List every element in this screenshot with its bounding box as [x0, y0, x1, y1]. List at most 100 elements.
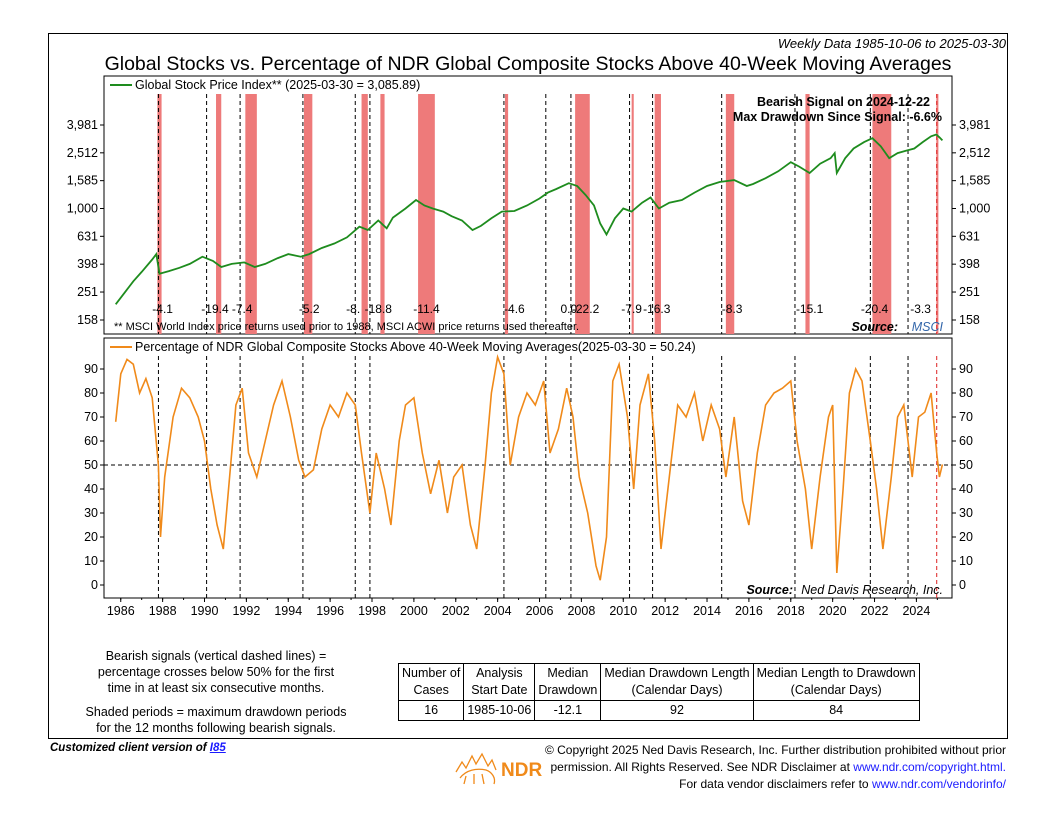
x-tick-label: 2010 [609, 604, 637, 618]
stats-cell-start-date: 1985-10-06 [463, 700, 536, 721]
stats-cell-drawdown-length: 92 [600, 700, 754, 721]
price-ytick-label-right: 3,981 [959, 118, 990, 132]
drawdown-label: -22.2 [572, 302, 600, 316]
breadth-ytick-label-right: 10 [959, 554, 973, 568]
chart-title: Global Stocks vs. Percentage of NDR Glob… [104, 53, 952, 75]
breadth-ytick-label-right: 40 [959, 482, 973, 496]
stats-cell-cases: 16 [397, 700, 465, 721]
chart-frame [48, 33, 1008, 739]
drawdown-label: -18.8 [365, 302, 393, 316]
x-tick-label: 1990 [191, 604, 219, 618]
breadth-ytick-label-left: 70 [84, 410, 98, 424]
price-series-line [114, 133, 944, 305]
drawdown-shade [418, 94, 435, 334]
copyright-line: permission. All Rights Reserved. See NDR… [550, 760, 1007, 774]
drawdown-label: -8. [346, 302, 360, 316]
drawdown-shade [504, 94, 509, 334]
drawdown-shade [380, 94, 385, 334]
stats-data-row: 16 1985-10-06 -12.1 92 84 [397, 700, 920, 721]
price-ytick-label-right: 158 [959, 313, 980, 327]
price-panel-border [103, 75, 953, 335]
price-ytick-label-left: 1,000 [67, 201, 98, 215]
breadth-ytick-label-left: 80 [84, 386, 98, 400]
x-tick-label: 2004 [484, 604, 512, 618]
customized-prefix: Customized client version of [50, 742, 207, 754]
x-tick-label: 2022 [861, 604, 889, 618]
price-footnote: ** MSCI World Index price returns used p… [114, 321, 579, 333]
drawdown-label: -16.3 [643, 302, 671, 316]
price-ytick-label-left: 398 [77, 257, 98, 271]
ndr-bull-icon [455, 752, 497, 785]
bearish-annotation-line: Bearish Signal on 2024-12-22 [757, 95, 930, 109]
stats-header-cell: Median Drawdown [534, 663, 602, 701]
breadth-ytick-label-right: 0 [959, 578, 966, 592]
breadth-ytick-label-left: 40 [84, 482, 98, 496]
price-ytick-label-left: 158 [77, 313, 98, 327]
price-ytick-label-right: 1,000 [959, 201, 990, 215]
x-tick-label: 2006 [526, 604, 554, 618]
drawdown-shade [361, 94, 368, 334]
stats-cell-length-to-drawdown: 84 [752, 700, 920, 721]
x-tick-label: 2012 [651, 604, 679, 618]
breadth-ytick-label-right: 20 [959, 530, 973, 544]
vendor-info-link[interactable]: www.ndr.com/vendorinfo/ [871, 777, 1006, 791]
copyright-block: © Copyright 2025 Ned Davis Research, Inc… [536, 742, 1006, 793]
price-ytick-label-left: 2,512 [67, 146, 98, 160]
drawdown-label: -7.9 [621, 302, 642, 316]
breadth-ytick-label-right: 90 [959, 362, 973, 376]
x-tick-label: 1998 [358, 604, 386, 618]
price-ytick-label-right: 398 [959, 257, 980, 271]
bearish-annotation-line: Max Drawdown Since Signal: -6.6% [733, 110, 942, 124]
shaded-note-line: for the 12 months following bearish sign… [96, 721, 336, 735]
x-tick-label: 1992 [232, 604, 260, 618]
price-ytick-label-left: 3,981 [67, 118, 98, 132]
x-tick-label: 2000 [400, 604, 428, 618]
drawdown-label: -11.4 [413, 302, 440, 316]
price-ytick-label-left: 251 [77, 285, 98, 299]
breadth-ytick-label-right: 60 [959, 434, 973, 448]
drawdown-shade [157, 94, 162, 334]
breadth-ytick-label-left: 20 [84, 530, 98, 544]
price-source-label: Source: [851, 320, 898, 334]
breadth-source-label: Source: [746, 583, 793, 597]
x-tick-label: 2002 [442, 604, 470, 618]
drawdown-shade [245, 94, 257, 334]
drawdown-label: -15.1 [796, 302, 824, 316]
price-ytick-label-right: 631 [959, 229, 980, 243]
signals-note-line: Bearish signals (vertical dashed lines) … [105, 649, 327, 663]
drawdown-label: -5.2 [299, 302, 320, 316]
breadth-source-value: Ned Davis Research, Inc. [801, 583, 943, 597]
ndr-logo-text: NDR [501, 760, 543, 781]
price-ytick-label-left: 631 [77, 229, 98, 243]
price-source-value: MSCI [912, 320, 944, 334]
signals-note-line: percentage crosses below 50% for the fir… [97, 665, 335, 679]
stats-header-cell: Median Drawdown Length (Calendar Days) [600, 663, 754, 701]
stats-cell-median-drawdown: -12.1 [534, 700, 602, 721]
price-legend-label: Global Stock Price Index** (2025-03-30 =… [135, 78, 420, 92]
drawdown-shade [303, 94, 313, 334]
x-tick-label: 2024 [902, 604, 930, 618]
price-ytick-label-right: 251 [959, 285, 980, 299]
breadth-ytick-label-left: 30 [84, 506, 98, 520]
customized-note: Customized client version of I85 [50, 742, 226, 754]
chart-id-link[interactable]: I85 [209, 742, 226, 754]
copyright-line: © Copyright 2025 Ned Davis Research, Inc… [544, 743, 1006, 757]
breadth-series-line [114, 353, 944, 581]
drawdown-label: -19.4 [201, 302, 229, 316]
breadth-ytick-label-left: 90 [84, 362, 98, 376]
drawdown-label: -3.3 [910, 302, 931, 316]
drawdown-shade [872, 94, 892, 334]
x-tick-label: 1994 [274, 604, 302, 618]
breadth-ytick-label-right: 50 [959, 458, 973, 472]
copyright-line: For data vendor disclaimers refer to www… [679, 777, 1006, 791]
drawdown-label: -7.4 [232, 302, 253, 316]
copyright-link[interactable]: www.ndr.com/copyright.html. [853, 760, 1006, 774]
price-ytick-label-right: 2,512 [959, 146, 990, 160]
x-tick-label: 1996 [316, 604, 344, 618]
breadth-ytick-label-left: 0 [91, 578, 98, 592]
breadth-ytick-label-right: 80 [959, 386, 973, 400]
breadth-ytick-label-right: 30 [959, 506, 973, 520]
drawdown-label: -8.3 [722, 302, 743, 316]
breadth-ytick-label-left: 10 [84, 554, 98, 568]
